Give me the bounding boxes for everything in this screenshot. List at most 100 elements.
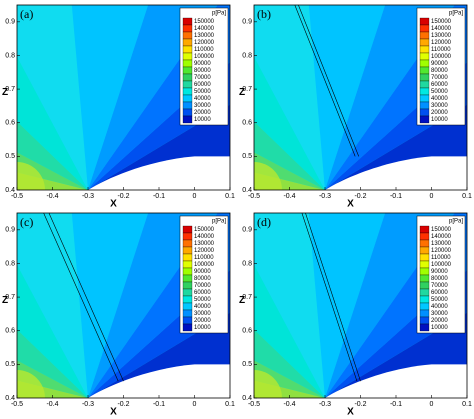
shock-line (48, 213, 124, 382)
colorbar-label: 60000 (194, 290, 211, 296)
colorbar-swatch (419, 316, 430, 325)
y-axis-label: Z (239, 295, 245, 306)
x-tick-label: -0.2 (117, 401, 129, 408)
colorbar-swatch (182, 288, 193, 297)
colorbar-label: 80000 (431, 68, 448, 74)
x-axis-label: X (347, 199, 354, 210)
x-tick-label: -0.4 (283, 193, 295, 200)
colorbar-swatch (419, 239, 430, 248)
colorbar-label: 90000 (431, 269, 448, 275)
colorbar-swatch (182, 38, 193, 47)
colorbar-label: 120000 (431, 40, 452, 46)
y-tick-label: 0.4 (5, 187, 15, 194)
x-axis-label: X (110, 407, 117, 418)
panel-label: (a) (20, 7, 33, 21)
y-tick-label: 0.5 (5, 153, 15, 160)
colorbar-label: 130000 (194, 241, 215, 247)
colorbar-swatch (419, 323, 430, 332)
colorbar-label: 30000 (431, 103, 448, 109)
colorbar-label: 70000 (431, 75, 448, 81)
colorbar-swatch (182, 87, 193, 96)
colorbar-label: 140000 (194, 26, 215, 32)
colorbar-label: 70000 (194, 75, 211, 81)
colorbar-label: 40000 (194, 96, 211, 102)
colorbar-label: 50000 (431, 89, 448, 95)
contour-band (17, 5, 88, 190)
colorbar-swatch (182, 239, 193, 248)
y-tick-label: 0.5 (242, 153, 252, 160)
colorbar-swatch (182, 24, 193, 33)
colorbar-swatch (182, 59, 193, 68)
contour-band (71, 5, 149, 190)
colorbar-label: 130000 (194, 33, 215, 39)
colorbar-title: p[Pa] (212, 11, 226, 17)
body (325, 364, 467, 398)
colorbar-swatch (419, 45, 430, 54)
x-tick-label: 0.1 (225, 193, 235, 200)
x-tick-label: -0.1 (153, 401, 165, 408)
contour-band (17, 370, 45, 398)
panel-label: (d) (257, 215, 271, 229)
colorbar-label: 90000 (194, 269, 211, 275)
colorbar-label: 100000 (431, 54, 452, 60)
contour-band (308, 213, 386, 398)
colorbar-label: 120000 (194, 40, 215, 46)
colorbar-swatch (419, 260, 430, 269)
x-tick-label: -0.2 (354, 193, 366, 200)
contour-band (325, 270, 467, 398)
colorbar-swatch (419, 253, 430, 262)
colorbar-label: 150000 (431, 227, 452, 233)
colorbar-swatch (182, 45, 193, 54)
colorbar-label: 140000 (431, 234, 452, 240)
colorbar-label: 50000 (431, 297, 448, 303)
x-tick-label: -0.3 (319, 193, 331, 200)
y-tick-label: 0.9 (242, 19, 252, 26)
x-tick-label: 0.1 (462, 193, 472, 200)
colorbar-label: 60000 (431, 82, 448, 88)
contour-band (88, 270, 230, 398)
x-tick-label: -0.1 (153, 193, 165, 200)
colorbar-label: 10000 (431, 117, 448, 123)
colorbar-swatch (182, 225, 193, 234)
colorbar-label: 40000 (431, 96, 448, 102)
colorbar-swatch (182, 281, 193, 290)
shock-line (301, 213, 358, 382)
y-tick-label: 0.6 (5, 120, 15, 127)
y-axis-label: Z (2, 87, 8, 98)
y-tick-label: 0.9 (5, 227, 15, 234)
colorbar-swatch (182, 115, 193, 124)
colorbar-label: 120000 (194, 248, 215, 254)
y-tick-label: 0.5 (5, 361, 15, 368)
colorbar-label: 120000 (431, 248, 452, 254)
colorbar-label: 150000 (431, 19, 452, 25)
body (88, 156, 230, 190)
colorbar-title: p[Pa] (212, 219, 226, 225)
colorbar-label: 80000 (431, 276, 448, 282)
x-axis-label: X (347, 407, 354, 418)
colorbar-swatch (419, 232, 430, 241)
contour-band (254, 162, 282, 190)
x-tick-label: 0 (193, 401, 197, 408)
y-tick-label: 0.7 (242, 86, 252, 93)
colorbar-swatch (419, 115, 430, 124)
x-tick-label: -0.3 (82, 401, 94, 408)
colorbar-swatch (182, 267, 193, 276)
colorbar-swatch (419, 52, 430, 61)
colorbar-swatch (182, 17, 193, 26)
colorbar-swatch (419, 24, 430, 33)
colorbar-swatch (419, 73, 430, 82)
x-tick-label: -0.5 (11, 193, 23, 200)
colorbar-swatch (419, 38, 430, 47)
colorbar-swatch (419, 267, 430, 276)
colorbar-label: 10000 (194, 325, 211, 331)
y-axis-label: Z (2, 295, 8, 306)
y-tick-label: 0.6 (242, 120, 252, 127)
colorbar-label: 150000 (194, 227, 215, 233)
shock-line (294, 5, 356, 157)
colorbar-swatch (182, 246, 193, 255)
colorbar-swatch (419, 274, 430, 283)
y-tick-label: 0.6 (242, 328, 252, 335)
colorbar-swatch (419, 281, 430, 290)
colorbar-label: 20000 (194, 110, 211, 116)
